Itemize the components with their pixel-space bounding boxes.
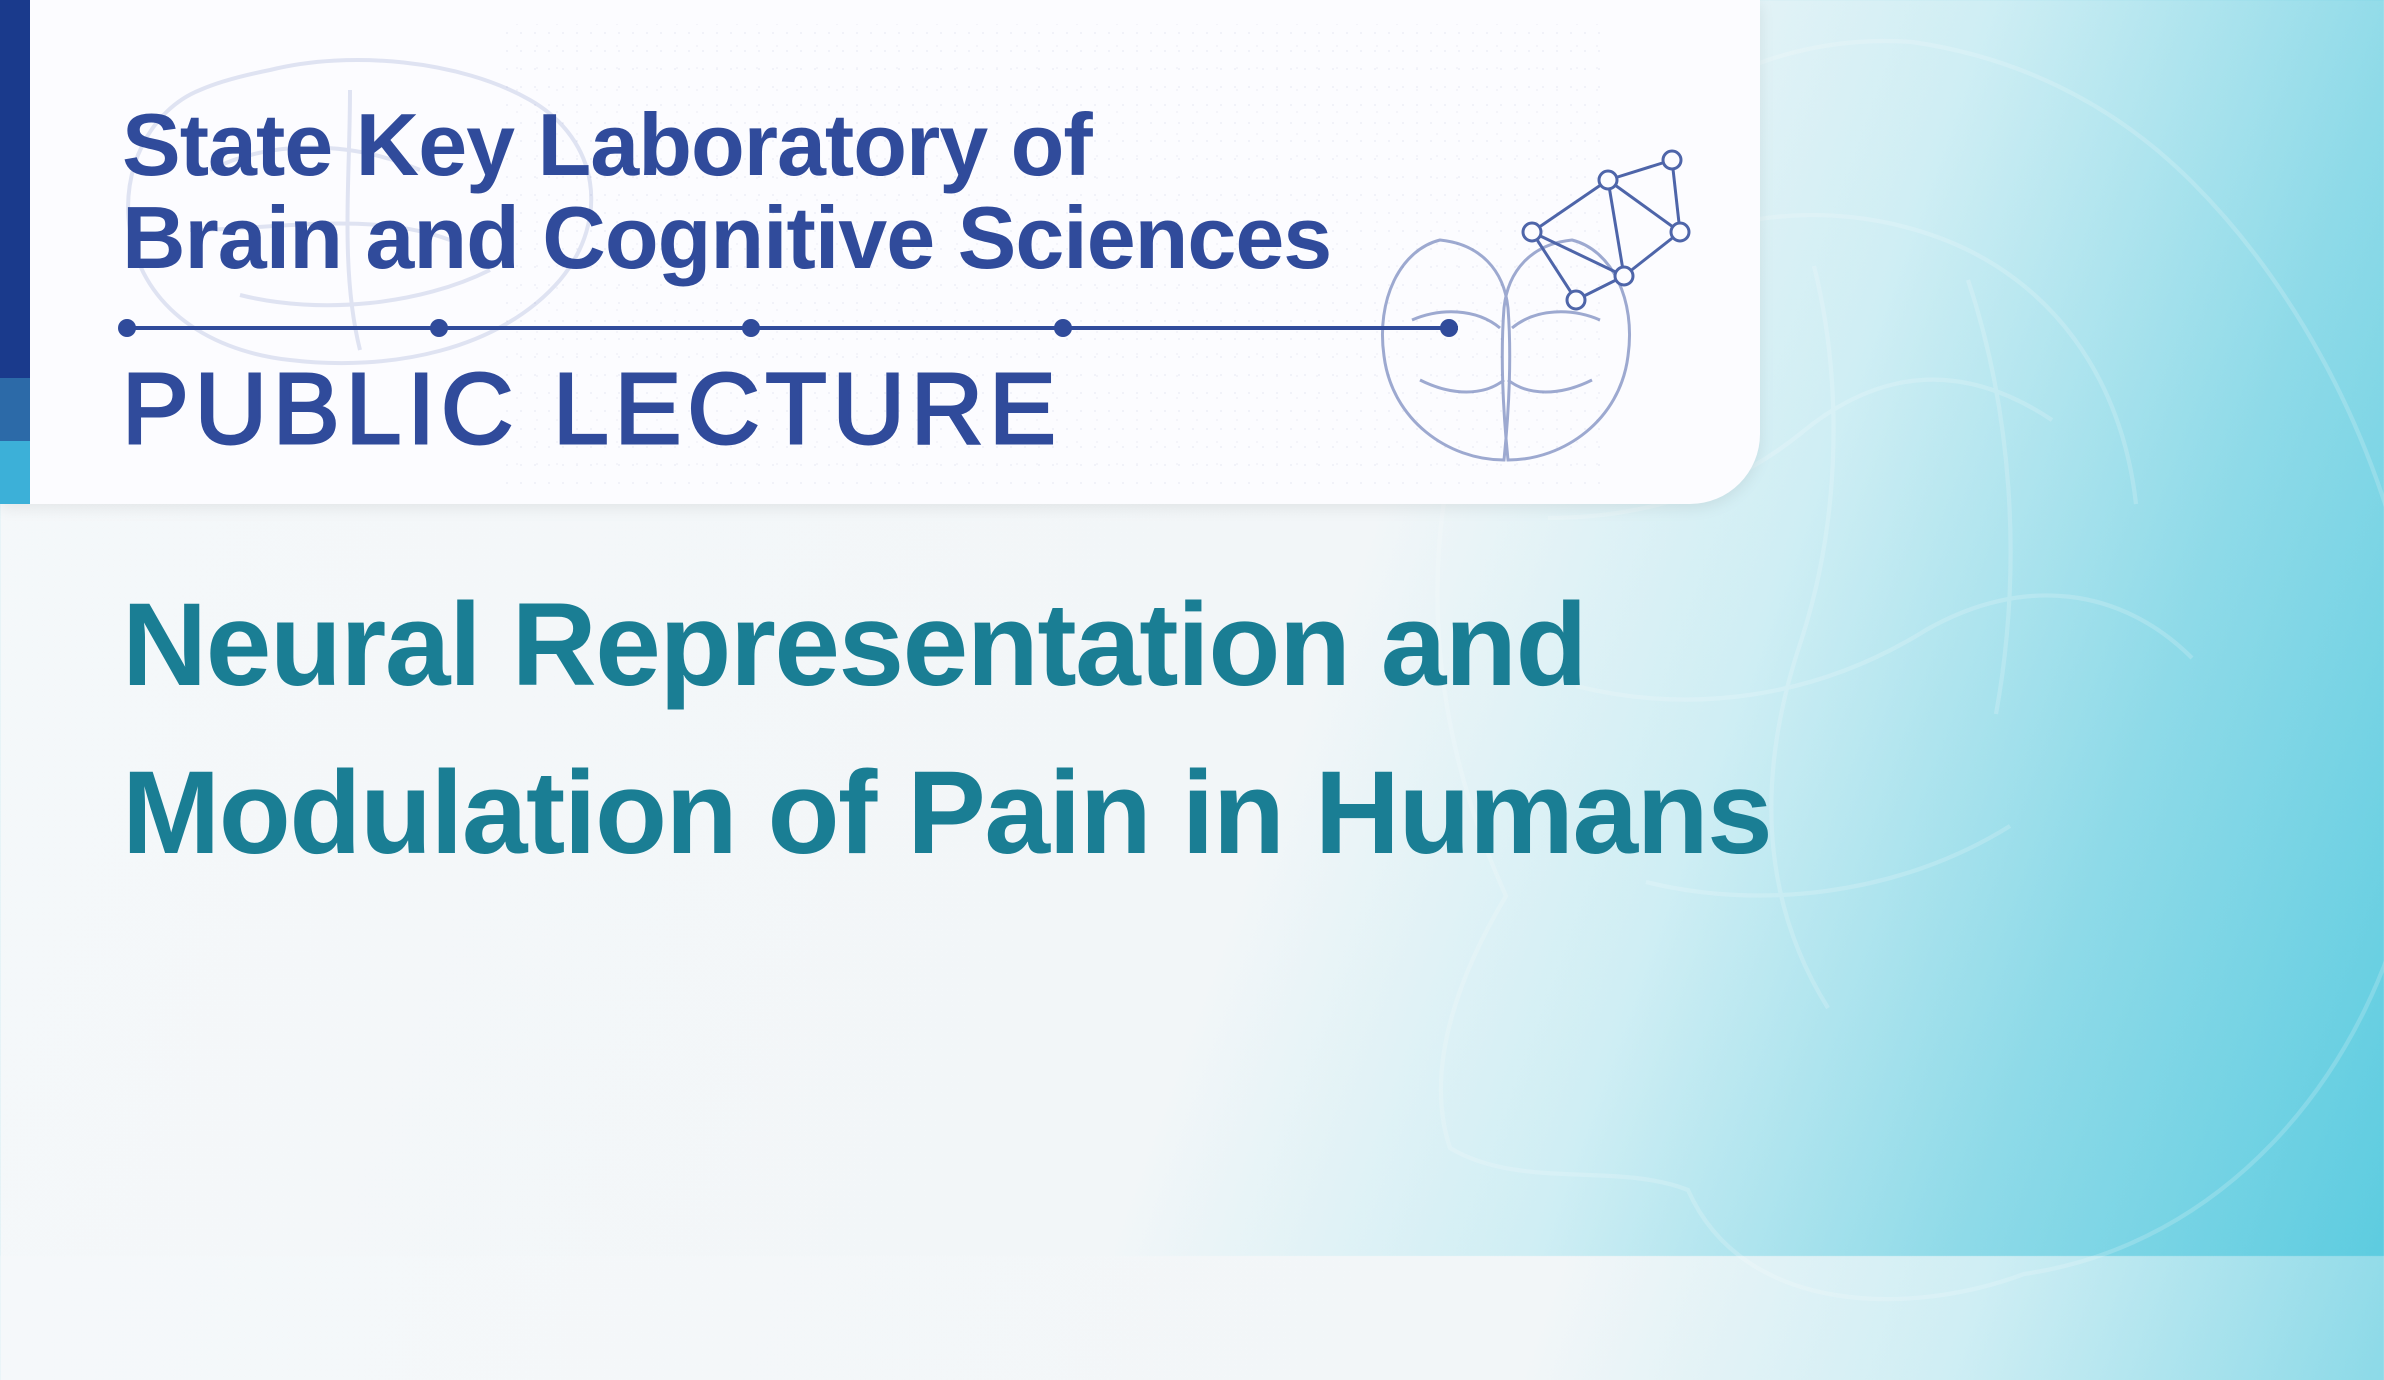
divider-node-icon — [1054, 319, 1072, 337]
header-card: State Key Laboratory of Brain and Cognit… — [0, 0, 1760, 504]
lecture-title-line-2: Modulation of Pain in Humans — [122, 742, 1771, 886]
laboratory-title-line-2: Brain and Cognitive Sciences — [122, 191, 1331, 284]
divider-node-icon — [742, 319, 760, 337]
divider-node-icon — [118, 319, 136, 337]
laboratory-title-line-1: State Key Laboratory of — [122, 98, 1331, 191]
accent-segment-mid — [0, 378, 30, 441]
public-lecture-label: PUBLIC LECTURE — [122, 352, 1062, 467]
accent-segment-dark — [0, 0, 30, 378]
laboratory-title: State Key Laboratory of Brain and Cognit… — [122, 98, 1331, 285]
divider-node-icon — [1440, 319, 1458, 337]
brain-network-icon — [1320, 120, 1700, 480]
left-accent-bar — [0, 0, 30, 504]
lecture-title-line-1: Neural Representation and — [122, 579, 1586, 711]
divider-node-icon — [430, 319, 448, 337]
lecture-title: Neural Representation and Modulation of … — [122, 574, 1771, 886]
divider-line — [126, 326, 1458, 330]
accent-segment-light — [0, 441, 30, 504]
